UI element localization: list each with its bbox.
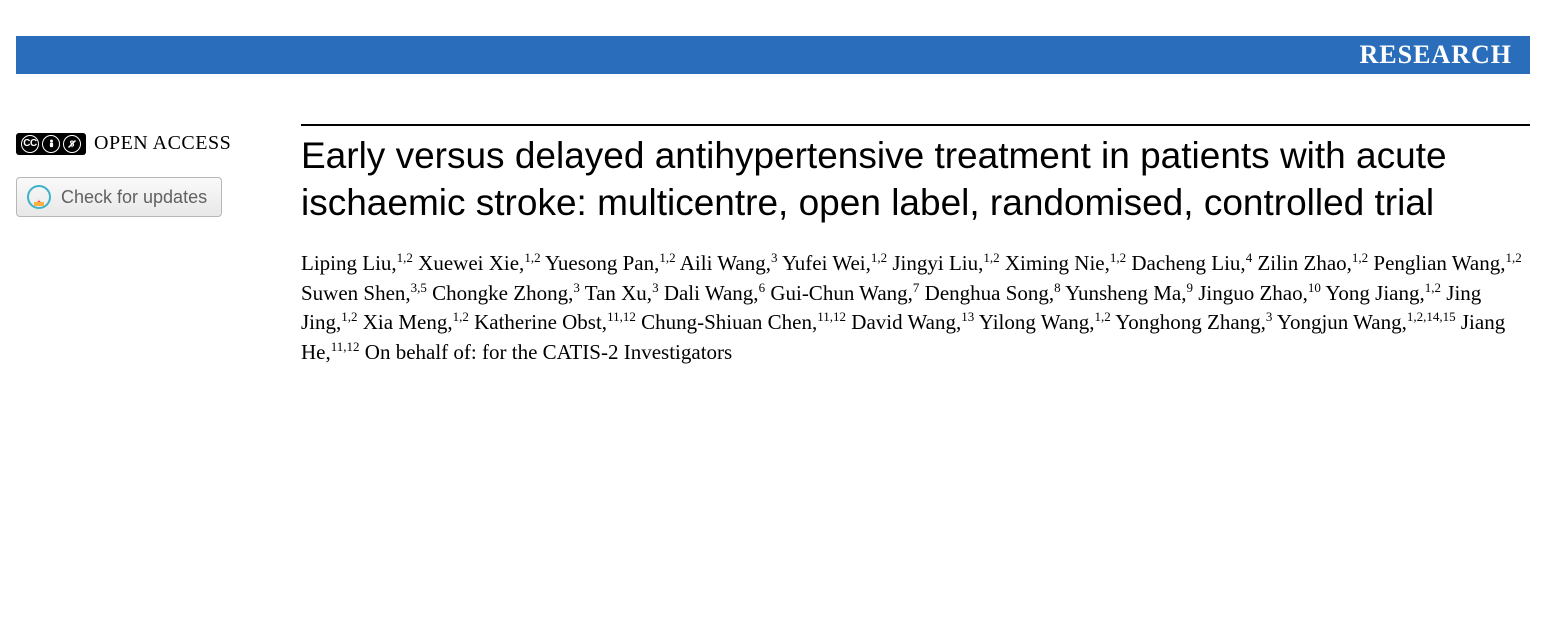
author: Yunsheng Ma, [1065, 281, 1186, 305]
author: Jinguo Zhao, [1198, 281, 1308, 305]
author-affiliation: 1,2,14,15 [1407, 309, 1456, 324]
author-affiliation: 7 [913, 280, 920, 295]
author: Yonghong Zhang, [1115, 310, 1266, 334]
author: Liping Liu, [301, 251, 397, 275]
author: Yufei Wei, [782, 251, 871, 275]
author-affiliation: 1,2 [1352, 250, 1368, 265]
author: Penglian Wang, [1373, 251, 1505, 275]
author-affiliation: 1,2 [397, 250, 413, 265]
article-title: Early versus delayed antihypertensive tr… [301, 132, 1530, 227]
author: Zilin Zhao, [1257, 251, 1351, 275]
cc-license-icon: CC $ [16, 133, 86, 155]
author: Dali Wang, [664, 281, 759, 305]
author: Xia Meng, [363, 310, 453, 334]
open-access-label: OPEN ACCESS [94, 132, 231, 155]
author: Yong Jiang, [1325, 281, 1424, 305]
author-affiliation: 3 [573, 280, 580, 295]
author-affiliation: 4 [1246, 250, 1253, 265]
author: David Wang, [851, 310, 961, 334]
author: Ximing Nie, [1005, 251, 1110, 275]
author: Jingyi Liu, [892, 251, 983, 275]
check-updates-label: Check for updates [61, 187, 207, 208]
author-affiliation: 1,2 [1506, 250, 1522, 265]
author: Katherine Obst, [474, 310, 607, 334]
author: Yuesong Pan, [545, 251, 659, 275]
author-affiliation: 1,2 [871, 250, 887, 265]
author-list: Liping Liu,1,2 Xuewei Xie,1,2 Yuesong Pa… [301, 249, 1530, 368]
crossmark-icon [27, 185, 51, 209]
author-affiliation: 8 [1054, 280, 1061, 295]
nc-icon: $ [63, 135, 81, 153]
by-icon [42, 135, 60, 153]
content-row: CC $ OPEN ACCESS Check for updates Early… [16, 124, 1530, 368]
author: Gui-Chun Wang, [770, 281, 913, 305]
author: Tan Xu, [585, 281, 652, 305]
author-affiliation: 1,2 [1425, 280, 1441, 295]
check-updates-button[interactable]: Check for updates [16, 177, 222, 217]
author-affiliation: 1,2 [1094, 309, 1110, 324]
research-banner: RESEARCH [16, 36, 1530, 74]
author: Yilong Wang, [979, 310, 1095, 334]
author: Aili Wang, [680, 251, 771, 275]
author: Yongjun Wang, [1277, 310, 1407, 334]
cc-icon: CC [21, 135, 39, 153]
author-affiliation: 9 [1186, 280, 1193, 295]
author-affiliation: 1,2 [453, 309, 469, 324]
author: Denghua Song, [925, 281, 1055, 305]
author-affiliation: 6 [759, 280, 766, 295]
author: Suwen Shen, [301, 281, 411, 305]
open-access-badge: CC $ OPEN ACCESS [16, 132, 301, 155]
author-affiliation: 3 [652, 280, 659, 295]
author-affiliation: 11,12 [331, 339, 360, 354]
author: Chung-Shiuan Chen, [641, 310, 817, 334]
author-affiliation: 3 [771, 250, 778, 265]
on-behalf-text: On behalf of: for the CATIS-2 Investigat… [365, 340, 732, 364]
author-affiliation: 1,2 [341, 309, 357, 324]
author-affiliation: 3 [1266, 309, 1273, 324]
author-affiliation: 1,2 [983, 250, 999, 265]
author-affiliation: 1,2 [524, 250, 540, 265]
author: Dacheng Liu, [1131, 251, 1245, 275]
author-affiliation: 1,2 [659, 250, 675, 265]
author-affiliation: 10 [1308, 280, 1321, 295]
author-affiliation: 3,5 [411, 280, 427, 295]
article-header: Early versus delayed antihypertensive tr… [301, 124, 1530, 368]
author-affiliation: 13 [961, 309, 974, 324]
author-affiliation: 11,12 [607, 309, 636, 324]
banner-label: RESEARCH [1360, 40, 1512, 70]
author-affiliation: 1,2 [1110, 250, 1126, 265]
author: Chongke Zhong, [432, 281, 573, 305]
left-column: CC $ OPEN ACCESS Check for updates [16, 124, 301, 368]
author: Xuewei Xie, [418, 251, 524, 275]
author-affiliation: 11,12 [817, 309, 846, 324]
